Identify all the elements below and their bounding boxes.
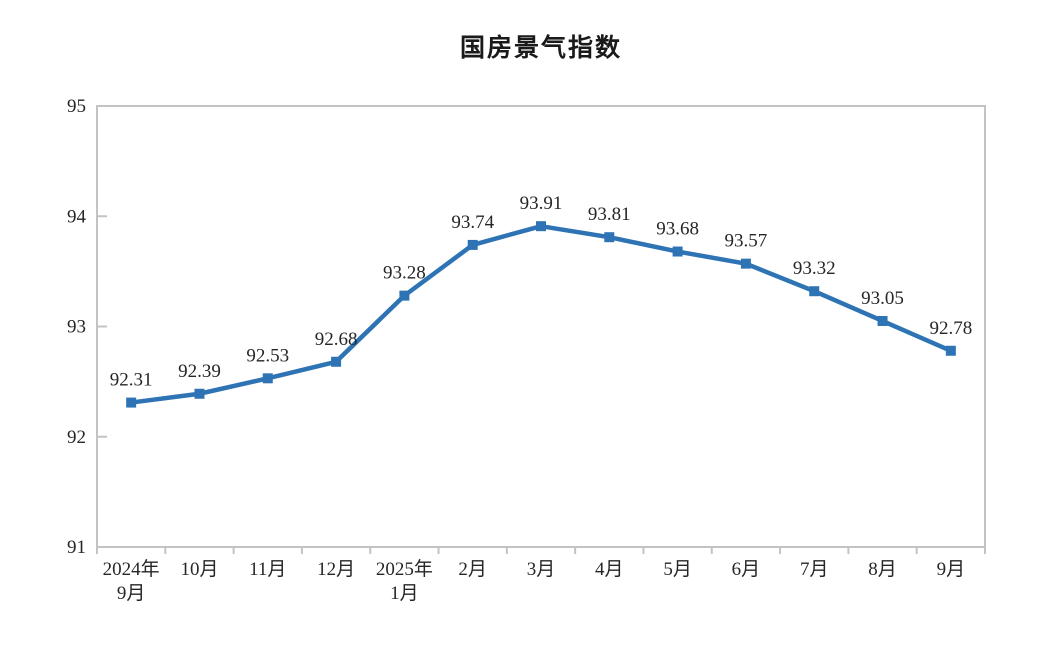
data-point-label: 92.39 [178, 361, 221, 382]
data-point-label: 93.68 [656, 219, 699, 240]
x-axis-tick-label: 10月 [180, 559, 218, 580]
data-point-label: 93.28 [383, 263, 426, 284]
x-axis-tick-label: 5月 [663, 559, 692, 580]
data-point-marker [536, 221, 546, 232]
data-point-marker [467, 239, 478, 250]
data-point-label: 93.32 [793, 258, 836, 279]
data-point-marker [672, 246, 683, 257]
x-axis-tick-label: 2025年 [376, 558, 433, 580]
data-point-marker [945, 345, 956, 356]
x-axis-tick-label: 12月 [317, 559, 355, 580]
data-point-label: 93.57 [725, 231, 768, 252]
chart-line [128, 223, 954, 405]
data-point-label: 92.31 [110, 370, 153, 391]
x-axis-tick-label: 8月 [868, 559, 897, 580]
x-axis-tick-label: 6月 [732, 559, 761, 580]
y-axis-tick-label: 94 [67, 206, 87, 227]
data-point-marker [399, 290, 410, 301]
x-axis-tick-label: 7月 [800, 559, 829, 580]
x-axis-tick-label: 3月 [527, 559, 556, 580]
data-point-marker [331, 356, 342, 367]
data-point-label: 93.74 [451, 212, 494, 233]
data-point-marker [604, 232, 615, 243]
x-axis-tick-label: 4月 [595, 559, 624, 580]
data-point-marker [740, 258, 751, 269]
data-point-marker [126, 397, 137, 408]
data-point-marker [194, 388, 205, 399]
y-axis-tick-label: 92 [67, 427, 86, 448]
data-point-marker [877, 315, 888, 326]
y-axis-tick-label: 91 [67, 537, 86, 558]
y-axis-tick-label: 95 [67, 96, 86, 117]
chart-title: 国房景气指数 [459, 34, 622, 62]
data-point-label: 93.81 [588, 204, 631, 225]
data-point-label: 93.05 [861, 288, 904, 309]
plot-border [96, 105, 986, 548]
x-axis-tick-label: 11月 [249, 559, 286, 580]
data-point-label: 92.78 [929, 318, 972, 339]
x-axis-tick-label: 1月 [390, 583, 419, 604]
x-axis-tick-label: 2024年 [103, 558, 160, 580]
data-point-label: 92.68 [315, 329, 358, 350]
y-axis-tick-label: 93 [67, 317, 86, 338]
data-point-label: 93.91 [520, 193, 563, 214]
data-point-marker [262, 373, 273, 384]
x-axis-tick-label: 2月 [458, 559, 487, 580]
x-axis-tick-label: 9月 [117, 583, 146, 604]
data-point-marker [809, 286, 820, 297]
data-point-label: 92.53 [246, 345, 289, 366]
x-axis-tick-label: 9月 [937, 559, 966, 580]
